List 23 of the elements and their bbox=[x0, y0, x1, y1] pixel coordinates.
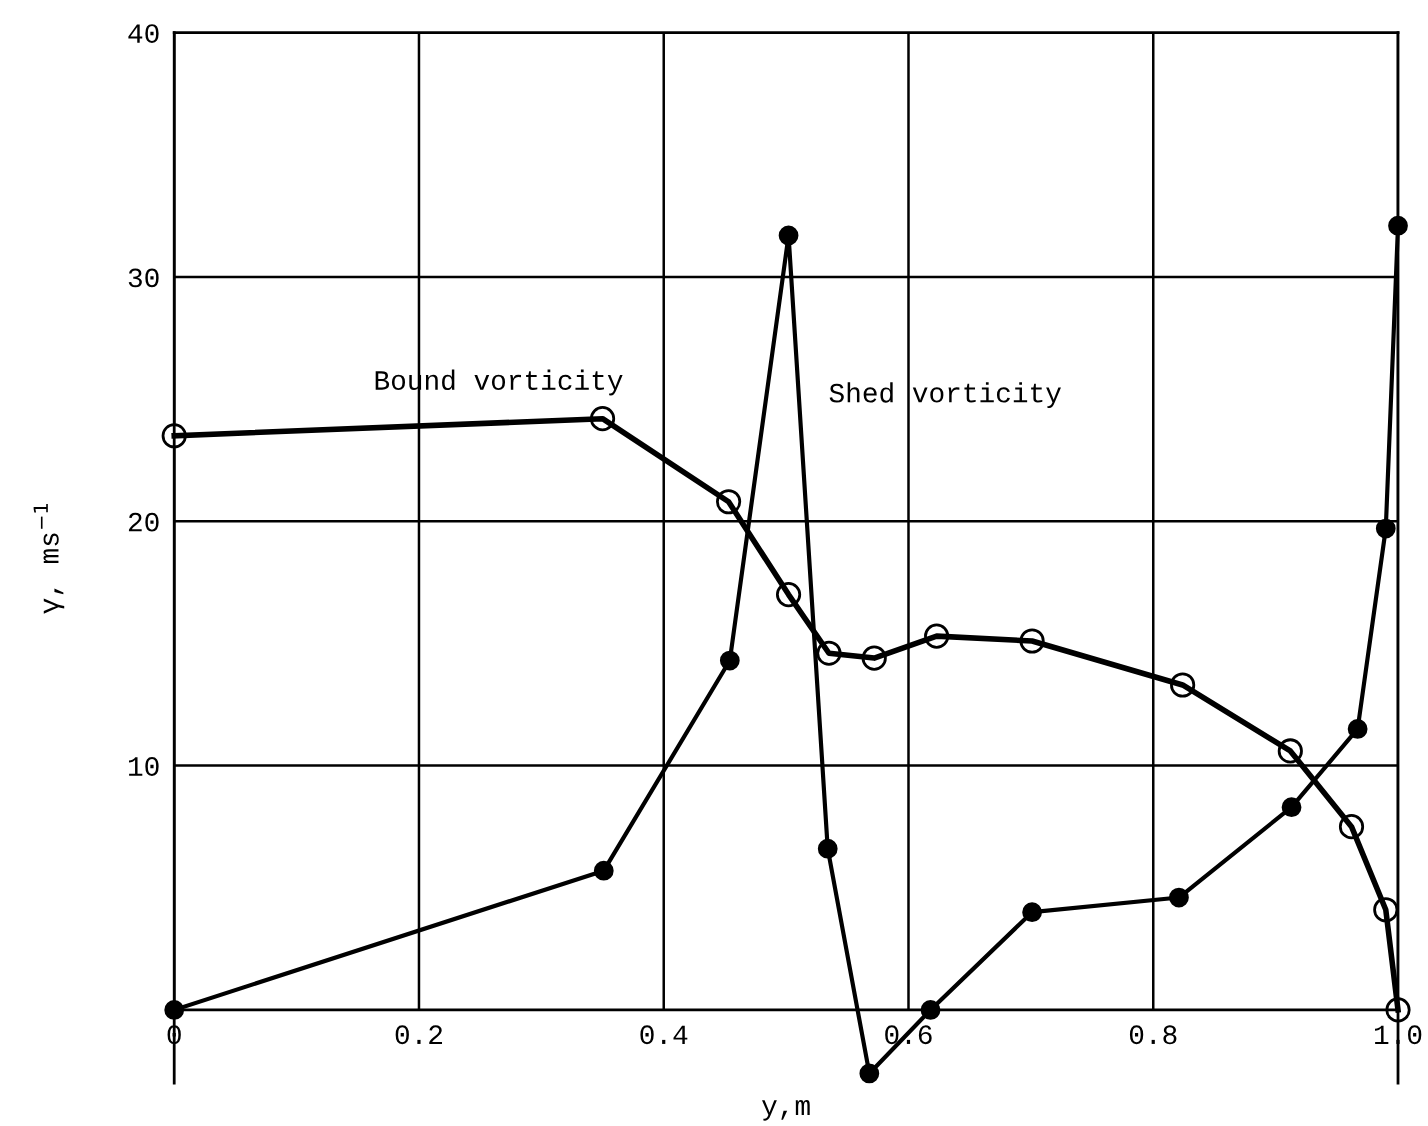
y-tick-label: 30 bbox=[128, 268, 159, 288]
x-tick-label: 0.4 bbox=[640, 1025, 688, 1045]
x-tick-label: 0.8 bbox=[1129, 1025, 1177, 1045]
point bbox=[1347, 719, 1368, 739]
point bbox=[593, 860, 614, 881]
point bbox=[859, 1063, 880, 1084]
y-tick-label: 20 bbox=[128, 512, 159, 532]
x-tick-label: 0.2 bbox=[395, 1025, 443, 1045]
point bbox=[1022, 902, 1042, 923]
point bbox=[778, 225, 799, 246]
point bbox=[1375, 518, 1396, 539]
point bbox=[164, 1000, 185, 1020]
y-tick-label: 10 bbox=[128, 757, 159, 776]
y-axis-title: γ, ms$^{−1}$ bbox=[33, 503, 65, 614]
annotation: Shed vorticity bbox=[829, 382, 1061, 409]
point bbox=[920, 1000, 941, 1020]
point bbox=[1169, 887, 1189, 908]
point bbox=[1281, 797, 1302, 818]
point bbox=[719, 650, 740, 671]
x-axis-title: y,m bbox=[762, 1099, 810, 1121]
point bbox=[817, 838, 838, 859]
y-tick-label: 40 bbox=[128, 24, 159, 43]
point bbox=[1388, 215, 1408, 236]
